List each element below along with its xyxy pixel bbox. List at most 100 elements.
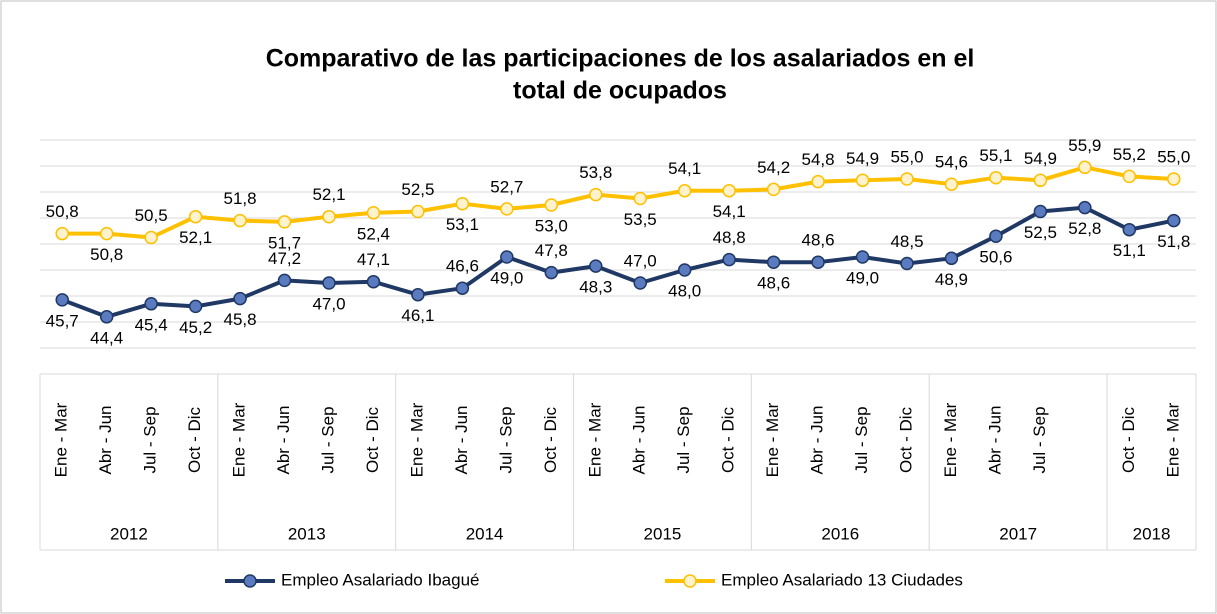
data-label: 47,1 (357, 250, 390, 269)
data-label: 44,4 (90, 328, 123, 347)
x-tick-label: Jul - Sep (496, 406, 515, 473)
point (633, 191, 647, 206)
data-label: 52,8 (1068, 219, 1101, 238)
data-label: 53,8 (579, 163, 612, 182)
x-tick-label: Abr - Jun (808, 406, 827, 475)
x-tick-label: Oct - Dic (185, 406, 204, 473)
point (944, 177, 959, 191)
point (900, 256, 914, 271)
point (455, 281, 470, 295)
data-label: 52,1 (312, 185, 345, 204)
data-label: 48,8 (713, 228, 746, 247)
data-label: 55,0 (890, 147, 923, 166)
data-label: 55,1 (979, 146, 1012, 165)
point (188, 209, 203, 224)
data-label: 52,1 (179, 228, 212, 247)
point (55, 226, 69, 241)
point (500, 250, 514, 264)
point (411, 287, 425, 302)
data-label: 45,8 (224, 310, 257, 329)
x-tick-label: Oct - Dic (363, 406, 382, 473)
data-label: 54,6 (935, 153, 968, 172)
point (411, 204, 425, 219)
point (633, 276, 647, 290)
data-label: 48,5 (890, 232, 923, 251)
point (944, 251, 959, 266)
point (1122, 169, 1137, 184)
series-line (62, 165, 1174, 240)
data-label: 52,4 (357, 224, 390, 243)
x-tick-label: Ene - Mar (52, 402, 71, 477)
point (144, 297, 158, 311)
point (811, 174, 825, 189)
data-label: 51,7 (268, 233, 301, 252)
point (1033, 173, 1048, 188)
point (99, 310, 114, 324)
series-line (61, 205, 1175, 319)
point (544, 198, 559, 212)
data-label: 53,1 (446, 215, 479, 234)
x-tick-label: Ene - Mar (585, 402, 604, 477)
data-label: 52,5 (401, 180, 434, 199)
x-tick-label: Abr - Jun (274, 406, 293, 475)
data-label: 45,7 (46, 311, 79, 330)
point (277, 215, 292, 229)
point (322, 209, 336, 224)
x-group-label: 2017 (999, 524, 1037, 543)
x-tick-label: Ene - Mar (230, 402, 249, 477)
point (1122, 222, 1137, 237)
data-label: 53,0 (535, 216, 568, 235)
data-label: 54,1 (713, 202, 746, 221)
point (722, 252, 736, 267)
data-label: 48,9 (935, 270, 968, 289)
data-label: 55,2 (1113, 145, 1146, 164)
point (233, 213, 247, 228)
legend-marker (683, 574, 697, 588)
data-label: 48,3 (579, 278, 612, 297)
point (366, 206, 381, 220)
data-label: 52,7 (490, 177, 523, 196)
x-tick-label: Abr - Jun (96, 406, 115, 475)
point (144, 230, 158, 245)
point (722, 183, 736, 198)
x-tick-label: Abr - Jun (452, 406, 471, 475)
data-label: 48,6 (757, 274, 790, 293)
x-tick-label: Oct - Dic (541, 406, 560, 473)
point (233, 291, 247, 306)
point (1167, 213, 1181, 228)
point (677, 183, 692, 198)
legend-label: Empleo Asalariado 13 Ciudades (721, 570, 963, 589)
data-label: 53,5 (624, 210, 657, 229)
x-tick-label: Abr - Jun (630, 406, 649, 475)
point (322, 276, 336, 290)
x-tick-label: Abr - Jun (985, 406, 1004, 475)
x-tick-label: Oct - Dic (896, 406, 915, 473)
point (1078, 160, 1092, 175)
data-label: 47,0 (624, 251, 657, 270)
data-label: 50,6 (979, 248, 1012, 267)
data-label: 54,2 (757, 158, 790, 177)
x-tick-label: Oct - Dic (1119, 406, 1138, 473)
data-label: 47,2 (268, 249, 301, 268)
x-group-label: 2015 (644, 524, 682, 543)
point (1167, 172, 1181, 186)
data-label: 48,0 (668, 281, 701, 300)
x-group-label: 2018 (1133, 524, 1171, 543)
x-group-label: 2012 (110, 524, 148, 543)
x-tick-label: Jul - Sep (318, 406, 337, 473)
x-tick-label: Jul - Sep (674, 406, 693, 473)
point (99, 226, 114, 241)
point (544, 265, 559, 280)
point (900, 172, 914, 186)
point (766, 255, 781, 269)
point (1033, 204, 1048, 219)
data-label: 51,8 (224, 189, 257, 208)
point (589, 259, 603, 273)
point (277, 273, 292, 288)
point (55, 293, 69, 307)
data-label: 51,8 (1157, 232, 1190, 251)
x-tick-label: Jul - Sep (1030, 406, 1049, 473)
data-label: 45,2 (179, 318, 212, 337)
